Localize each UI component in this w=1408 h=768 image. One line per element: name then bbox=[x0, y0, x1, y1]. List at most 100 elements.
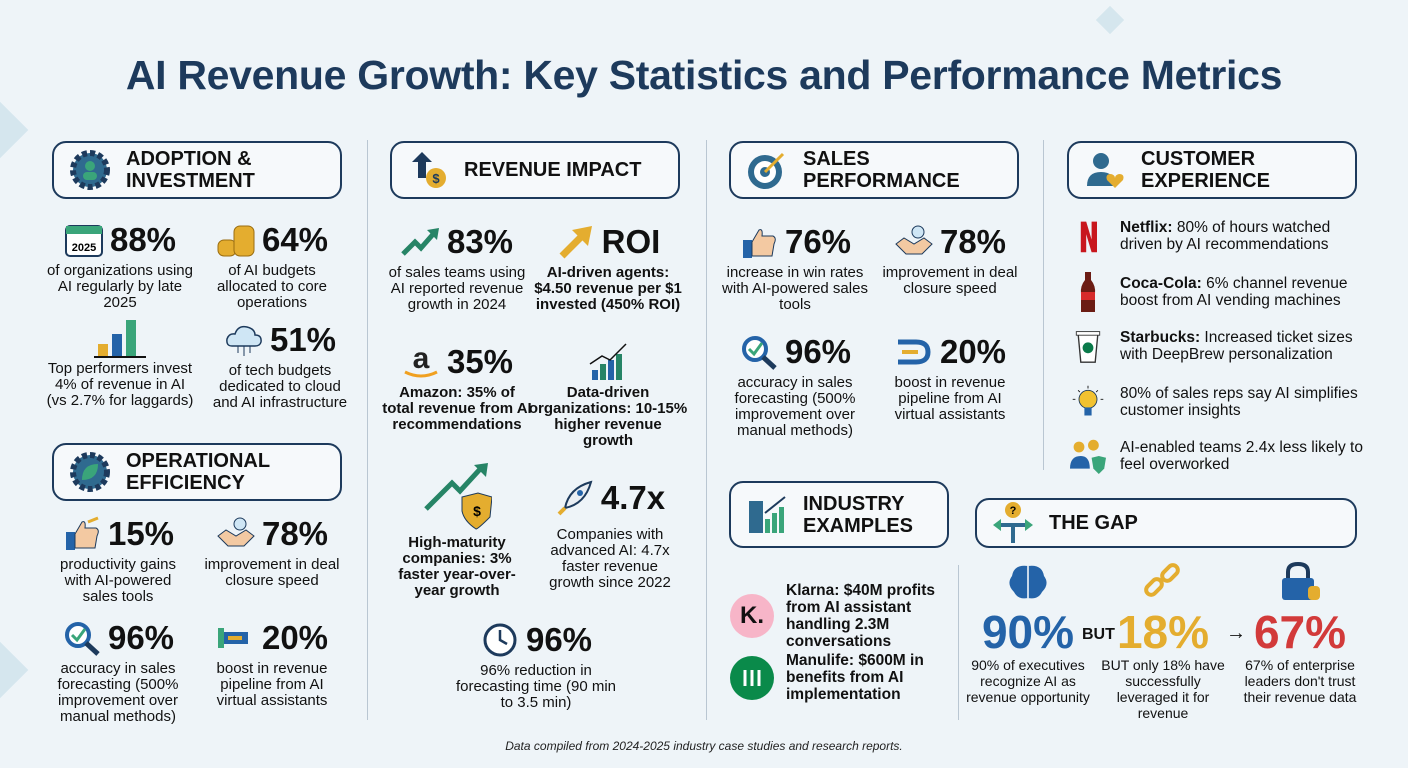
gap-stat: 90% 90% of executives recognize AI as re… bbox=[963, 562, 1093, 705]
svg-text:$: $ bbox=[432, 171, 440, 186]
stat-value: 96% bbox=[525, 621, 593, 658]
stat-desc: accuracy in sales forecasting (500% impr… bbox=[57, 660, 179, 725]
stat-card: 96% accuracy in sales forecasting (500% … bbox=[720, 332, 870, 439]
stat-desc: boost in revenue pipeline from AI virtua… bbox=[894, 374, 1006, 423]
stat-desc: 96% reduction in forecasting time (90 mi… bbox=[455, 662, 617, 711]
column-divider bbox=[706, 140, 707, 720]
stat-desc: Amazon: 35% of total revenue from AI rec… bbox=[382, 384, 532, 433]
gear-person-icon bbox=[70, 150, 110, 190]
target-icon bbox=[748, 152, 785, 189]
stat-card: 2025 88% of organizations using AI regula… bbox=[45, 220, 195, 311]
gap-stat: 18% BUT only 18% have successfully lever… bbox=[1098, 562, 1228, 721]
stat-value: 67% bbox=[1253, 606, 1347, 658]
stat-desc: 67% of enterprise leaders don't trust th… bbox=[1243, 657, 1357, 705]
stat-value: 96% bbox=[107, 619, 175, 656]
column-divider bbox=[958, 565, 959, 720]
stat-card: ROI AI-driven agents: $4.50 revenue per … bbox=[533, 222, 683, 313]
stat-value: 76% bbox=[784, 223, 852, 260]
shield-dollar-icon: $ bbox=[424, 463, 492, 530]
stat-desc: accuracy in sales forecasting (500% impr… bbox=[734, 374, 856, 439]
stat-desc: of sales teams using AI reported revenue… bbox=[388, 264, 526, 313]
arrow-up-icon bbox=[559, 226, 592, 259]
bar-chart-icon bbox=[94, 320, 146, 358]
stat-card: 78% improvement in deal closure speed bbox=[880, 222, 1020, 297]
growth-chart-icon bbox=[589, 343, 627, 380]
cloud-icon bbox=[226, 325, 262, 356]
clock-icon bbox=[483, 623, 517, 657]
handshake-icon bbox=[895, 225, 933, 255]
section-header-adoption: Adoption & Investment bbox=[52, 141, 342, 199]
stat-desc: of organizations using AI regularly by l… bbox=[47, 262, 193, 311]
calendar-2025-icon: 2025 bbox=[64, 225, 103, 257]
stat-card: Top performers invest 4% of revenue in A… bbox=[45, 318, 195, 409]
decor-diamond bbox=[0, 641, 29, 699]
stat-card: 83% of sales teams using AI reported rev… bbox=[382, 222, 532, 313]
stat-value: 51% bbox=[269, 321, 337, 358]
stat-card: Data-driven organizations: 10-15% higher… bbox=[528, 342, 688, 449]
lightbulb-icon bbox=[1072, 385, 1104, 416]
stat-desc: productivity gains with AI-powered sales… bbox=[60, 556, 176, 605]
stat-desc: improvement in deal closure speed bbox=[204, 556, 340, 589]
thumbs-up-icon bbox=[742, 229, 776, 258]
section-title: Operational Efficiency bbox=[126, 450, 270, 494]
team-shield-icon bbox=[1070, 439, 1106, 474]
stat-desc: of AI budgets allocated to core operatio… bbox=[216, 262, 328, 311]
lock-coins-icon bbox=[1282, 561, 1320, 600]
person-heart-icon bbox=[1087, 153, 1124, 188]
column-divider bbox=[367, 140, 368, 720]
page-title: AI Revenue Growth: Key Statistics and Pe… bbox=[125, 52, 1283, 98]
column-divider bbox=[1043, 140, 1044, 470]
gear-leaf-icon bbox=[70, 452, 110, 492]
stat-desc: improvement in deal closure speed bbox=[882, 264, 1018, 297]
stat-desc: 90% of executives recognize AI as revenu… bbox=[966, 657, 1090, 705]
stat-desc: of tech budgets dedicated to cloud and A… bbox=[212, 362, 348, 411]
stat-card: 64% of AI budgets allocated to core oper… bbox=[202, 220, 342, 311]
coke-bottle-icon bbox=[1080, 272, 1096, 312]
decor-diamond bbox=[0, 101, 29, 159]
stat-value: 78% bbox=[261, 515, 329, 552]
svg-text:2025: 2025 bbox=[72, 242, 96, 254]
industry-text: Manulife: $600M in benefits from AI impl… bbox=[786, 652, 924, 703]
stat-desc: Top performers invest 4% of revenue in A… bbox=[46, 360, 194, 409]
section-title: Revenue Impact bbox=[464, 159, 642, 181]
thumbs-up-icon bbox=[65, 516, 99, 550]
section-title: The Gap bbox=[1049, 512, 1138, 534]
stat-card: a 35% Amazon: 35% of total revenue from A… bbox=[382, 342, 532, 433]
stat-value: 20% bbox=[939, 333, 1007, 370]
rocket-icon bbox=[557, 480, 593, 516]
industry-text: Klarna: $40M profits from AI assistant h… bbox=[786, 582, 936, 650]
list-item: 80% of sales reps say AI simplifies cust… bbox=[1068, 384, 1370, 420]
section-header-sales: Sales Performance bbox=[729, 141, 1019, 199]
but-label: BUT bbox=[1082, 626, 1115, 643]
arrow-dollar-icon: $ bbox=[412, 152, 446, 188]
magnifier-check-icon bbox=[64, 622, 100, 656]
stat-value: 96% bbox=[784, 333, 852, 370]
stat-desc: Companies with advanced AI: 4.7x faster … bbox=[549, 526, 671, 591]
section-header-operational: Operational Efficiency bbox=[52, 443, 342, 501]
buildings-chart-icon bbox=[749, 495, 786, 533]
handshake-icon bbox=[217, 517, 255, 547]
section-header-gap: ? The Gap bbox=[975, 498, 1357, 548]
stat-desc: BUT only 18% have successfully leveraged… bbox=[1101, 657, 1225, 721]
brain-icon bbox=[1009, 565, 1047, 599]
netflix-logo-icon bbox=[1080, 221, 1097, 253]
stat-value: 15% bbox=[107, 515, 175, 552]
section-header-customer: Customer Experience bbox=[1067, 141, 1357, 199]
stat-desc: increase in win rates with AI-powered sa… bbox=[722, 264, 868, 313]
stat-value: 20% bbox=[261, 619, 329, 656]
stat-value: ROI bbox=[601, 223, 661, 260]
industry-item-klarna: K. Klarna: $40M profits from AI assistan… bbox=[730, 582, 936, 650]
magnifier-check-icon bbox=[741, 336, 777, 370]
stat-value: 83% bbox=[446, 223, 514, 260]
list-item: Starbucks: Increased ticket sizes with D… bbox=[1068, 328, 1370, 364]
stat-card: 20% boost in revenue pipeline from AI vi… bbox=[202, 618, 342, 709]
klarna-logo-icon: K. bbox=[730, 594, 774, 638]
list-item: Netflix: 80% of hours watched driven by … bbox=[1068, 218, 1370, 254]
svg-text:$: $ bbox=[473, 503, 481, 519]
coins-icon bbox=[217, 225, 255, 257]
arrow-right-icon: → bbox=[1226, 622, 1246, 644]
trend-up-icon bbox=[401, 228, 439, 256]
stat-card: 51% of tech budgets dedicated to cloud a… bbox=[210, 320, 350, 411]
stat-value: 88% bbox=[109, 221, 177, 258]
stat-value: 64% bbox=[261, 221, 329, 258]
